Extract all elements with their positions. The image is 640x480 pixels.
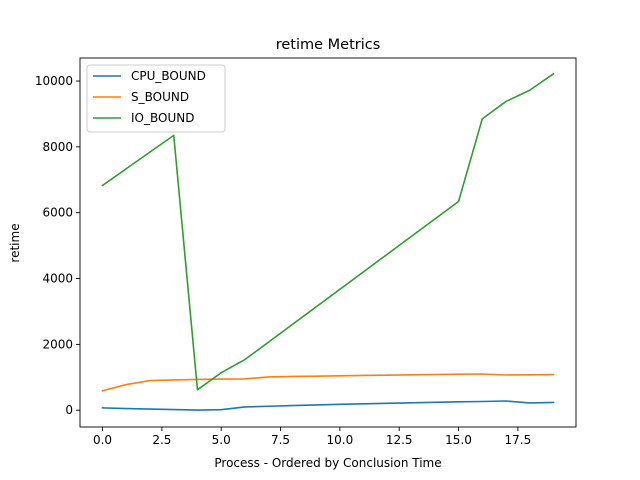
x-tick-label: 15.0 <box>445 433 472 447</box>
x-tick-label: 17.5 <box>504 433 531 447</box>
y-tick-label: 10000 <box>35 74 73 88</box>
x-tick-label: 5.0 <box>212 433 231 447</box>
x-axis: 0.0 2.5 5.0 7.5 10.0 12.5 15.0 17.5 <box>93 427 531 447</box>
legend: CPU_BOUND S_BOUND IO_BOUND <box>86 64 226 133</box>
legend-label-s-bound: S_BOUND <box>131 90 189 104</box>
x-tick-label: 12.5 <box>386 433 413 447</box>
x-tick-label: 10.0 <box>327 433 354 447</box>
y-tick-label: 6000 <box>42 206 73 220</box>
chart-title: retime Metrics <box>276 37 381 53</box>
y-tick-label: 8000 <box>42 140 73 154</box>
legend-label-io-bound: IO_BOUND <box>131 111 194 125</box>
plot-frame <box>79 57 577 428</box>
x-tick-label: 2.5 <box>152 433 171 447</box>
legend-box <box>86 64 226 133</box>
x-tick-label: 0.0 <box>93 433 112 447</box>
x-tick-label: 7.5 <box>271 433 290 447</box>
series-layer <box>101 72 555 411</box>
y-axis: 0 2000 4000 6000 8000 10000 <box>35 74 80 417</box>
legend-label-cpu-bound: CPU_BOUND <box>131 69 206 83</box>
y-tick-label: 0 <box>65 403 73 417</box>
series-line-cpu-bound <box>101 400 555 411</box>
series-line-io-bound <box>101 72 555 391</box>
y-tick-label: 4000 <box>42 272 73 286</box>
y-axis-label: retime <box>8 223 22 262</box>
y-tick-label: 2000 <box>42 337 73 351</box>
series-line-s-bound <box>101 373 555 392</box>
x-axis-label: Process - Ordered by Conclusion Time <box>214 456 441 470</box>
